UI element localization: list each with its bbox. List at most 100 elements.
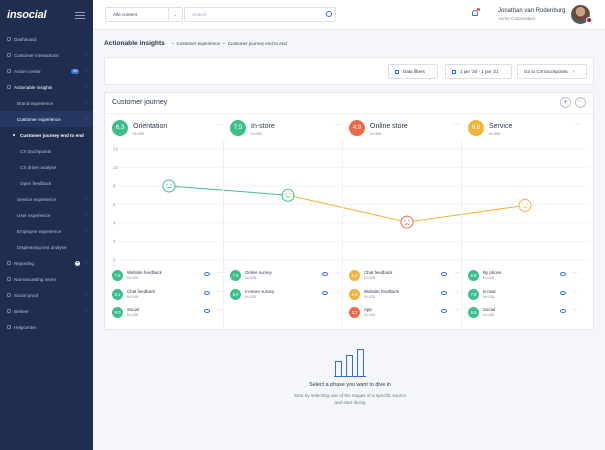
source-more-button[interactable]: ··· — [217, 270, 222, 276]
source-item[interactable]: 6.5 By phone N=125 ··· — [468, 270, 580, 284]
source-item[interactable]: 7.8 E-mail N=125 ··· — [468, 289, 580, 303]
sidebar-item[interactable]: Open feedback — [0, 175, 93, 191]
notification-bell-icon[interactable] — [471, 8, 480, 18]
date-range-picker[interactable]: 1 jan '20 - 1 jan '21 — [445, 64, 512, 79]
sidebar-item[interactable]: Action center 34 › — [0, 63, 93, 79]
view-icon[interactable] — [560, 272, 566, 276]
source-item[interactable]: 7.5 Website feedback N=125 ··· — [112, 270, 224, 284]
phase-name: Service — [489, 123, 513, 130]
chevron-right-icon: › — [85, 228, 87, 234]
view-icon[interactable] — [441, 309, 447, 313]
source-count: N=125 — [483, 313, 495, 317]
source-item[interactable]: 8.0 Social N=125 ··· — [112, 307, 224, 321]
sidebar-item[interactable]: Brand experience › — [0, 95, 93, 111]
sidebar-item-label: Action center — [14, 68, 41, 74]
view-icon[interactable] — [441, 291, 447, 295]
source-more-button[interactable]: ··· — [573, 307, 578, 313]
source-count: N=125 — [127, 295, 139, 299]
phase-score: 7.5 — [230, 120, 246, 136]
source-item[interactable]: 9.1 Chat feedback N=125 ··· — [112, 289, 224, 303]
avatar[interactable] — [571, 5, 592, 24]
source-name: Website feedback — [127, 270, 162, 275]
search-input[interactable]: Search — [184, 7, 336, 22]
view-icon[interactable] — [322, 272, 328, 276]
source-score: 6.5 — [468, 307, 479, 318]
source-count: N=125 — [127, 276, 139, 280]
view-icon[interactable] — [560, 291, 566, 295]
breadcrumb-item[interactable]: Customer experience — [176, 41, 221, 46]
sidebar-item-label: Reporting — [14, 260, 34, 266]
source-item[interactable]: 9.0 In-store survey N=125 ··· — [230, 289, 342, 303]
sidebar-item[interactable]: Reporting + › — [0, 255, 93, 271]
sidebar-nav: Dashboard Customer interactions › Action ce… — [0, 31, 93, 335]
source-more-button[interactable]: ··· — [454, 289, 459, 295]
menu-icon[interactable] — [75, 11, 85, 19]
sidebar-item[interactable]: Narrowcasting intern — [0, 271, 93, 287]
sidebar-item[interactable]: Employee experience › — [0, 223, 93, 239]
source-more-button[interactable]: ··· — [454, 307, 459, 313]
sidebar-item[interactable]: Helpcenter — [0, 319, 93, 335]
view-icon[interactable] — [204, 291, 210, 295]
data-point-smiley-icon[interactable] — [281, 188, 295, 202]
source-item[interactable]: 3.2 App N=125 ··· — [349, 307, 461, 321]
filter-icon — [395, 69, 399, 74]
sidebar-item[interactable]: CX driver analyse — [0, 159, 93, 175]
source-more-button[interactable]: ··· — [217, 307, 222, 313]
sidebar-item[interactable]: Customer journey end to end — [0, 127, 93, 143]
sidebar-item[interactable]: Customer experience › — [0, 111, 93, 127]
source-item[interactable]: 6.0 Chat feedback N=125 ··· — [349, 270, 461, 284]
view-icon[interactable] — [560, 309, 566, 313]
sidebar-item[interactable]: Beheer › — [0, 303, 93, 319]
source-more-button[interactable]: ··· — [573, 270, 578, 276]
source-count: N=125 — [483, 295, 495, 299]
data-point-smiley-icon[interactable] — [400, 215, 414, 229]
source-score: 7.8 — [468, 289, 479, 300]
source-more-button[interactable]: ··· — [217, 289, 222, 295]
phase-score: 6.0 — [468, 120, 484, 136]
search-icon[interactable] — [326, 11, 332, 17]
go-to-touchpoints-button[interactable]: Go to CX touchpoints › — [517, 64, 587, 79]
sidebar-item[interactable]: Social proof › — [0, 287, 93, 303]
view-icon[interactable] — [322, 291, 328, 295]
sidebar-item[interactable]: CX touchpoints — [0, 143, 93, 159]
nav-icon — [7, 53, 11, 57]
data-point-smiley-icon[interactable] — [518, 198, 532, 212]
source-score: 6.0 — [349, 270, 360, 281]
user-name[interactable]: Jonathan van Rodenburg — [498, 8, 566, 14]
phase-more-button[interactable]: ··· — [217, 122, 224, 128]
data-point-smiley-icon[interactable] — [162, 179, 176, 193]
phase-more-button[interactable]: ··· — [573, 122, 580, 128]
source-item[interactable]: 5.5 Website feedback N=125 ··· — [349, 289, 461, 303]
sidebar-item[interactable]: User experience › — [0, 207, 93, 223]
app-logo[interactable]: insocial — [7, 9, 47, 21]
sidebar-item-label: Customer interactions — [14, 52, 59, 58]
view-icon[interactable] — [204, 272, 210, 276]
card-more-button[interactable]: ··· — [575, 97, 586, 108]
source-more-button[interactable]: ··· — [335, 270, 340, 276]
source-item[interactable]: 6.5 Social N=125 ··· — [468, 307, 580, 321]
sidebar-item[interactable]: Actionable insights › — [0, 79, 93, 95]
sidebar-item[interactable]: Displeasing text analyse — [0, 239, 93, 255]
data-filters-button[interactable]: Data filters — [388, 64, 438, 79]
phase-more-button[interactable]: ··· — [335, 122, 342, 128]
sidebar-item[interactable]: Dashboard — [0, 31, 93, 47]
content-select[interactable]: Alle content ⌄ — [105, 7, 183, 22]
source-name: Online survey — [245, 270, 272, 275]
source-item[interactable]: 7.5 Online survey N=125 ··· — [230, 270, 342, 284]
language-flag-icon[interactable] — [586, 17, 592, 23]
source-more-button[interactable]: ··· — [335, 289, 340, 295]
source-name: In-store survey — [245, 289, 275, 294]
user-organization: Acme Corporation — [498, 16, 536, 21]
add-phase-button[interactable]: + — [560, 97, 571, 108]
sidebar-item[interactable]: Customer interactions › — [0, 47, 93, 63]
phase-more-button[interactable]: ··· — [454, 122, 461, 128]
source-more-button[interactable]: ··· — [573, 289, 578, 295]
sidebar-item[interactable]: Service experience › — [0, 191, 93, 207]
breadcrumb-item[interactable]: Customer journey end to end — [227, 41, 287, 46]
series-line-segment — [287, 194, 408, 223]
add-report-icon[interactable]: + — [75, 259, 80, 266]
view-icon[interactable] — [441, 272, 447, 276]
source-more-button[interactable]: ··· — [454, 270, 459, 276]
view-icon[interactable] — [204, 309, 210, 313]
filter-toolbar: Data filters 1 jan '20 - 1 jan '21 Go to… — [104, 57, 594, 85]
